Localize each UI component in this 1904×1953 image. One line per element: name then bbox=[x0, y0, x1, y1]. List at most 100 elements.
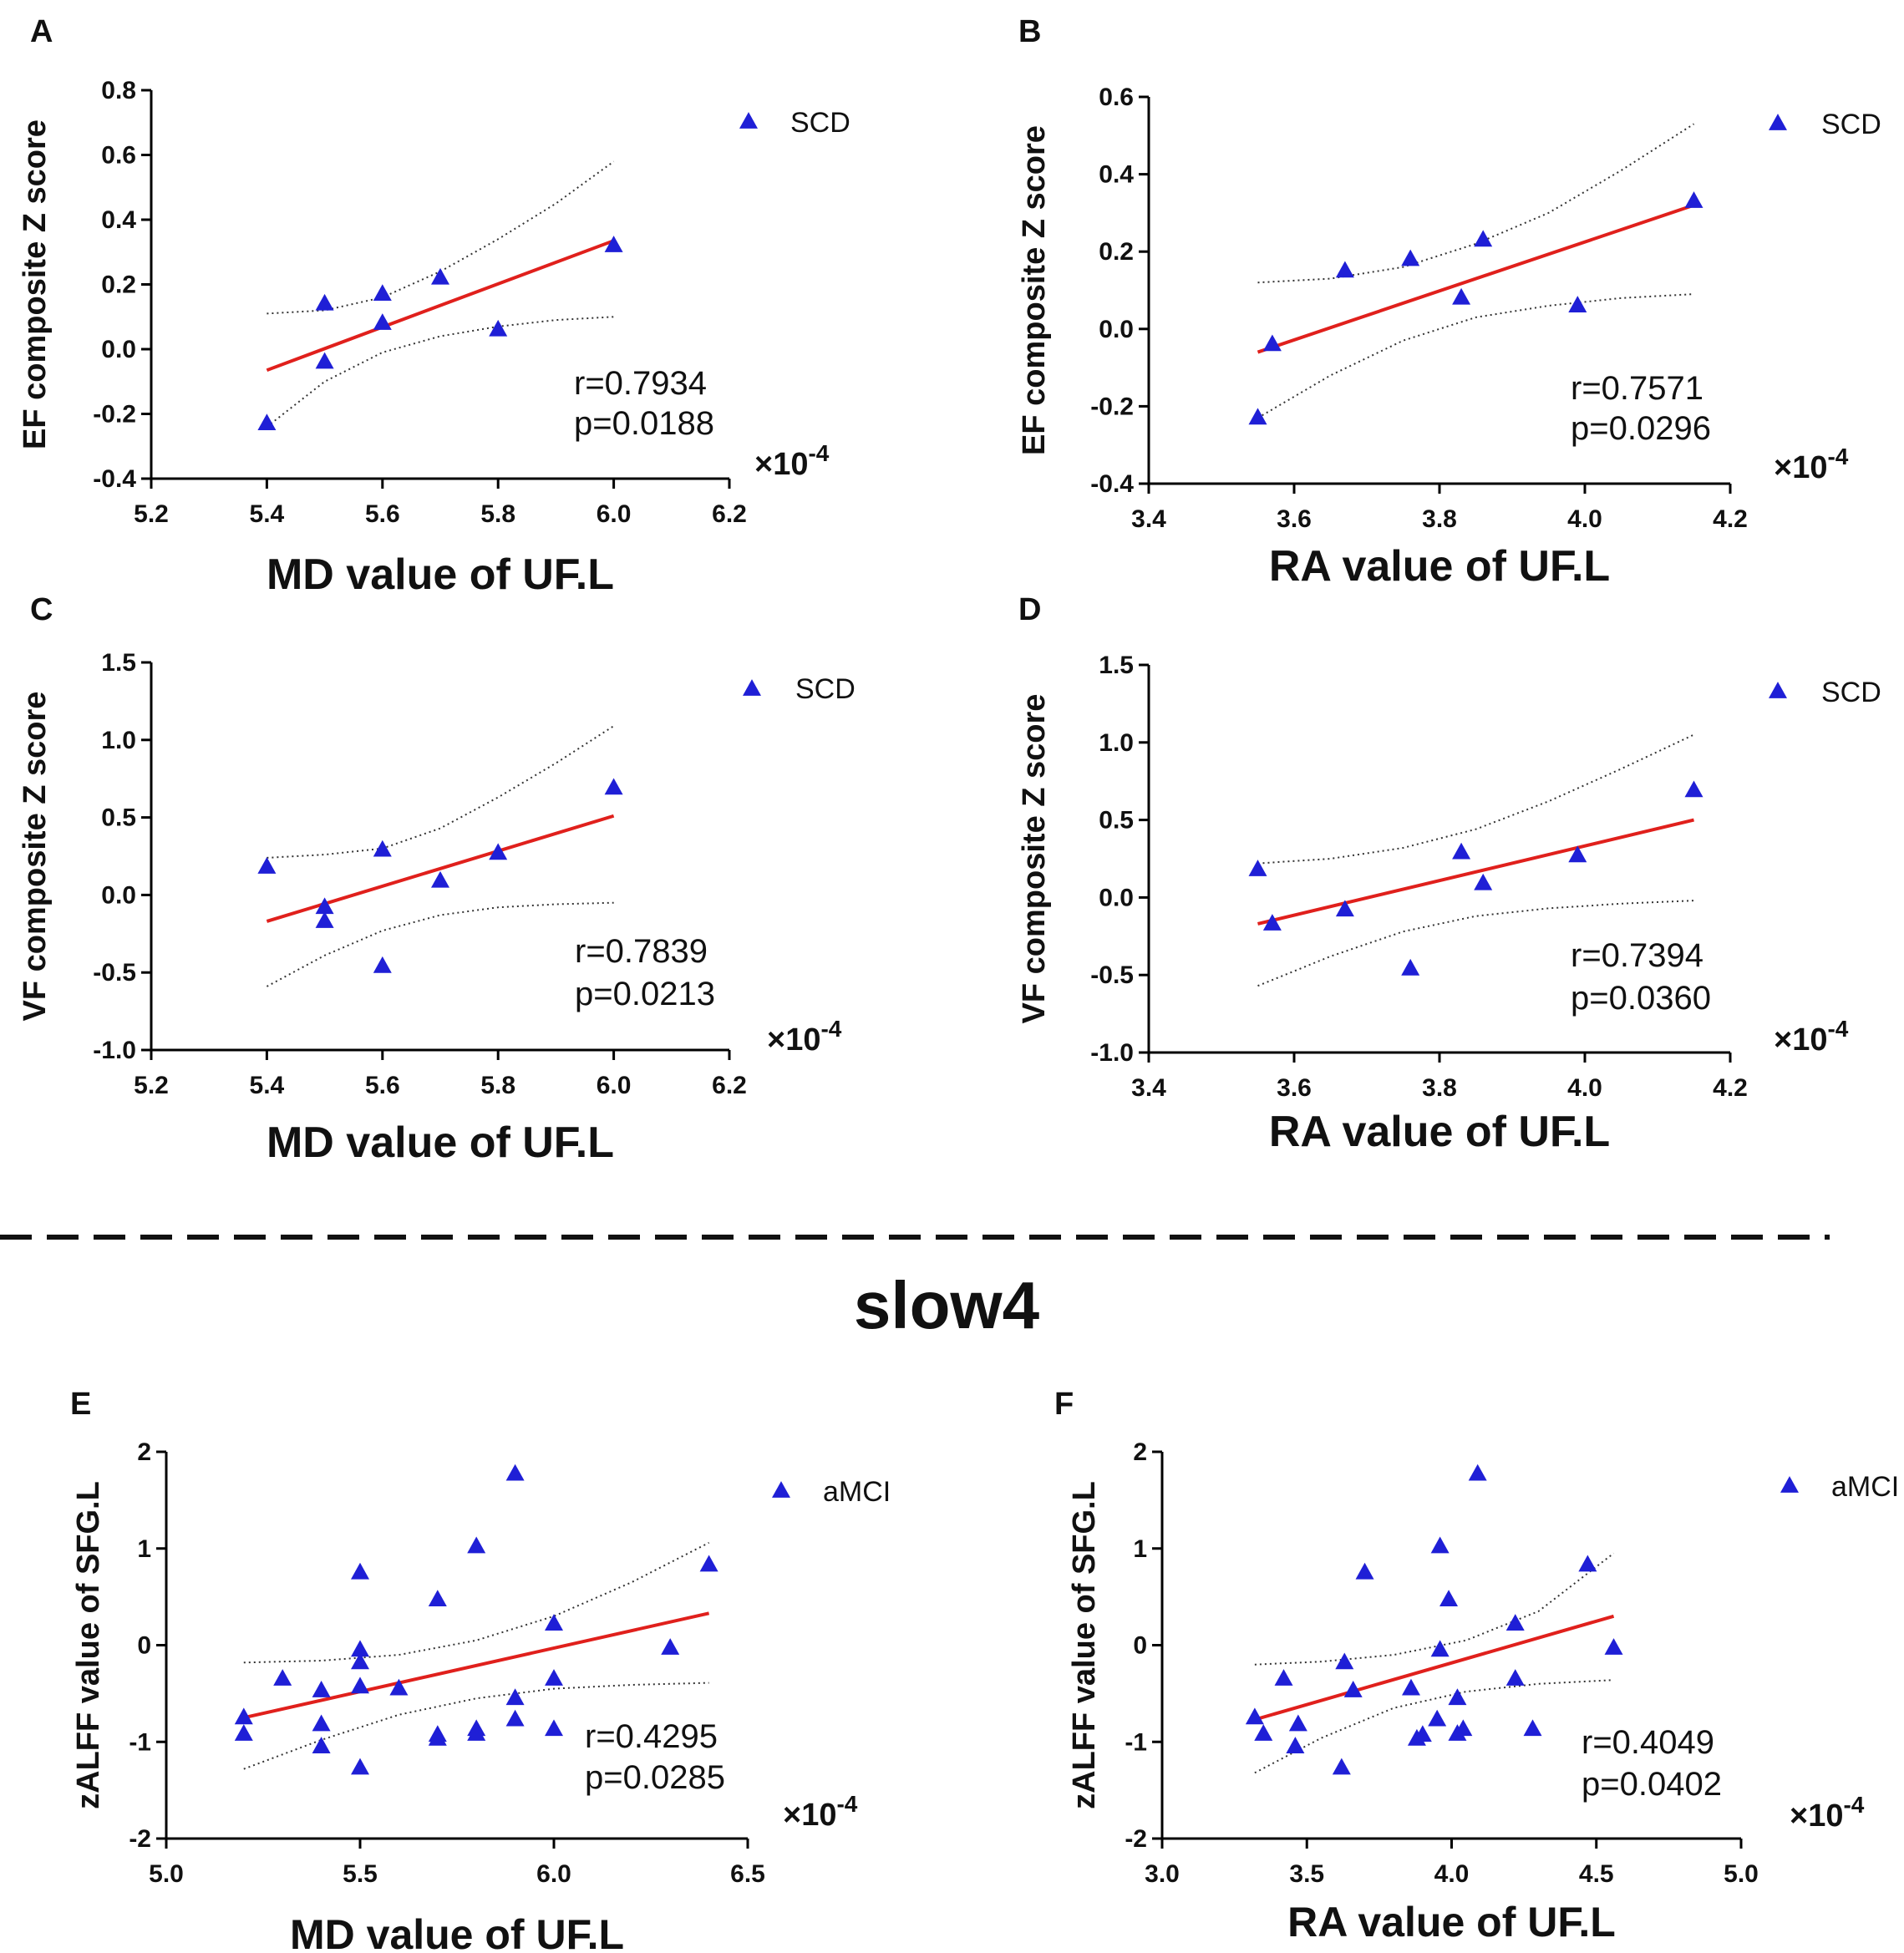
ci-upper-band bbox=[1257, 123, 1695, 284]
stat-r: r=0.7934 bbox=[574, 365, 707, 402]
data-point bbox=[661, 1638, 680, 1655]
legend-marker bbox=[1769, 114, 1787, 130]
ci-lower-band bbox=[1254, 1679, 1614, 1774]
y-tick-label: 1 bbox=[1133, 1535, 1147, 1563]
x-tick-label: 5.4 bbox=[250, 1072, 285, 1099]
data-point bbox=[1684, 780, 1703, 798]
y-axis-title: EF composite Z score bbox=[18, 119, 53, 449]
legend-label: SCD bbox=[1821, 109, 1881, 140]
data-point bbox=[315, 911, 334, 928]
x-axis-title: MD value of UF.L bbox=[267, 550, 614, 599]
x-tick-label: 5.6 bbox=[365, 500, 400, 528]
legend-label: SCD bbox=[795, 673, 856, 705]
y-tick-label: 0.5 bbox=[1099, 807, 1134, 834]
data-point bbox=[1262, 914, 1282, 931]
data-point bbox=[234, 1724, 253, 1741]
stat-r: r=0.4295 bbox=[585, 1718, 718, 1755]
data-point bbox=[545, 1719, 563, 1737]
ci-upper-band bbox=[1254, 1552, 1615, 1666]
y-tick-label: -2 bbox=[129, 1825, 151, 1853]
x-tick-label: 4.5 bbox=[1579, 1860, 1614, 1888]
data-point bbox=[1355, 1562, 1374, 1580]
data-point bbox=[428, 1728, 447, 1746]
y-tick-label: 0 bbox=[1133, 1632, 1147, 1660]
data-point bbox=[1452, 842, 1471, 860]
data-point bbox=[315, 293, 334, 311]
panel-letter: D bbox=[1018, 592, 1041, 627]
data-point bbox=[431, 870, 449, 888]
y-tick-label: 0.4 bbox=[1099, 161, 1134, 189]
x-tick-label: 3.4 bbox=[1131, 505, 1166, 533]
x-tick-label: 6.5 bbox=[730, 1860, 765, 1888]
data-point bbox=[1428, 1709, 1447, 1727]
legend-marker bbox=[743, 679, 761, 696]
x-tick-label: 4.0 bbox=[1567, 1074, 1602, 1102]
x-tick-label: 5.0 bbox=[149, 1860, 184, 1888]
data-point bbox=[1335, 900, 1354, 917]
y-tick-label: -0.4 bbox=[1090, 470, 1134, 498]
legend-marker bbox=[739, 112, 758, 129]
y-tick-label: 1.5 bbox=[101, 649, 136, 677]
data-point bbox=[373, 313, 392, 330]
data-point bbox=[1468, 1463, 1487, 1481]
x-scale-factor: ×10-4 bbox=[754, 440, 830, 482]
y-tick-label: -1.0 bbox=[1090, 1039, 1134, 1067]
data-point bbox=[1248, 860, 1267, 876]
x-tick-label: 4.2 bbox=[1713, 1074, 1748, 1102]
data-point bbox=[545, 1669, 563, 1686]
x-tick-label: 4.0 bbox=[1567, 505, 1602, 533]
y-tick-label: 0.2 bbox=[101, 271, 136, 299]
y-axis-title: zALFF value of SFG.L bbox=[71, 1481, 106, 1809]
data-point bbox=[1452, 287, 1471, 305]
data-point bbox=[312, 1714, 331, 1732]
stat-p: p=0.0402 bbox=[1582, 1766, 1722, 1803]
regression-line bbox=[1254, 1614, 1615, 1722]
y-tick-label: 0.6 bbox=[1099, 84, 1134, 111]
data-point bbox=[1401, 1678, 1420, 1696]
y-tick-label: 0.0 bbox=[1099, 884, 1134, 911]
y-axis-title: EF composite Z score bbox=[1017, 125, 1052, 455]
panel-c: C 5.2 5.4 5.6 5.8 6.0 6.2 -1.0 -0.5 0.0 0.5 1.0 1.5 M… bbox=[18, 592, 856, 1167]
data-point bbox=[505, 1709, 525, 1727]
data-point bbox=[1604, 1638, 1623, 1655]
x-tick-label: 4.2 bbox=[1713, 505, 1748, 533]
x-tick-label: 5.0 bbox=[1724, 1860, 1759, 1888]
x-axis-title: MD value of UF.L bbox=[267, 1119, 614, 1167]
data-point bbox=[604, 236, 623, 252]
data-point bbox=[1474, 873, 1493, 890]
y-tick-label: 0.0 bbox=[101, 881, 136, 909]
data-point bbox=[1430, 1536, 1450, 1554]
data-point bbox=[1568, 296, 1587, 312]
data-point bbox=[351, 1640, 369, 1657]
panel-b: B 3.4 3.6 3.8 4.0 4.2 -0.4 -0.2 0.0 0.2 0.4 0.6 RA v… bbox=[1017, 14, 1881, 591]
y-tick-label: -0.4 bbox=[93, 465, 136, 493]
x-tick-label: 3.8 bbox=[1422, 505, 1457, 533]
x-tick-label: 5.8 bbox=[480, 500, 515, 528]
panel-letter: B bbox=[1018, 14, 1041, 49]
data-point bbox=[1332, 1758, 1351, 1775]
y-axis-title: VF composite Z score bbox=[1017, 694, 1052, 1024]
x-axis-title: RA value of UF.L bbox=[1269, 1108, 1610, 1156]
y-tick-label: 0.6 bbox=[101, 142, 136, 170]
data-point bbox=[351, 1562, 369, 1580]
stat-p: p=0.0360 bbox=[1571, 980, 1711, 1017]
legend-label: SCD bbox=[790, 107, 850, 139]
x-scale-factor: ×10-4 bbox=[783, 1791, 858, 1833]
data-point bbox=[257, 413, 277, 431]
regression-line bbox=[266, 814, 615, 923]
x-tick-label: 6.0 bbox=[536, 1860, 571, 1888]
data-point bbox=[1439, 1590, 1459, 1607]
data-point bbox=[1448, 1688, 1467, 1706]
x-tick-label: 3.4 bbox=[1131, 1074, 1166, 1102]
x-scale-factor: ×10-4 bbox=[1774, 1016, 1849, 1058]
ci-upper-band bbox=[267, 725, 615, 859]
x-tick-label: 6.0 bbox=[597, 500, 632, 528]
legend-label: aMCI bbox=[823, 1476, 891, 1508]
y-tick-label: 0 bbox=[137, 1632, 151, 1660]
data-point bbox=[1286, 1737, 1305, 1753]
data-point bbox=[1343, 1681, 1363, 1697]
stat-r: r=0.7394 bbox=[1571, 937, 1703, 974]
x-axis-title: RA value of UF.L bbox=[1269, 542, 1610, 591]
y-tick-label: 1.5 bbox=[1099, 652, 1134, 679]
